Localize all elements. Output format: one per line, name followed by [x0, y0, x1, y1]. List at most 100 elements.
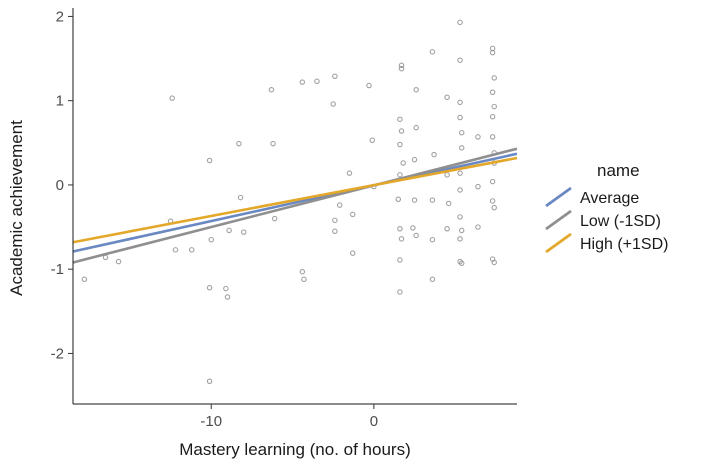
data-point [206, 378, 213, 385]
legend-label: Low (-1SD) [580, 213, 661, 230]
y-axis-title: Academic achievement [7, 120, 26, 296]
data-point [429, 236, 436, 243]
data-point [475, 134, 481, 140]
data-point [491, 259, 497, 266]
data-point [457, 236, 463, 242]
data-point [206, 157, 213, 164]
data-point [458, 260, 465, 267]
data-point [491, 75, 497, 81]
data-point [489, 89, 496, 96]
data-point [398, 128, 405, 134]
data-point [81, 276, 88, 283]
data-point [332, 228, 338, 235]
data-point [413, 232, 419, 239]
legend-key [545, 209, 572, 231]
legend-label: High (+1SD) [580, 236, 668, 253]
x-tick-label: -10 [200, 413, 222, 430]
data-point [458, 227, 465, 234]
data-point [271, 215, 278, 222]
data-point [491, 103, 497, 110]
data-point [429, 276, 436, 283]
data-point [397, 116, 403, 122]
legend-key [545, 232, 572, 254]
data-point [332, 73, 338, 79]
legend-title: name [597, 161, 640, 180]
data-point [457, 170, 463, 176]
data-point [314, 78, 320, 85]
data-point [366, 82, 372, 89]
data-point [172, 247, 179, 253]
scatter-points [81, 19, 497, 385]
data-point [397, 289, 403, 295]
data-point [169, 95, 175, 101]
data-point [491, 204, 497, 211]
data-point [445, 200, 452, 207]
data-point [236, 140, 242, 147]
data-point [226, 227, 232, 234]
data-point [223, 285, 229, 292]
data-point [410, 225, 416, 231]
data-point [429, 197, 436, 203]
data-point [457, 187, 463, 193]
axes [72, 8, 517, 405]
y-tick-label: 0 [56, 177, 64, 194]
data-point [398, 62, 405, 69]
regression-line-average [72, 152, 518, 253]
data-point [346, 170, 353, 176]
data-point [208, 236, 214, 243]
data-point [489, 198, 496, 204]
data-point [411, 197, 418, 203]
data-point [475, 224, 481, 230]
regression-line-high-1sd [72, 156, 518, 244]
data-point [489, 178, 496, 185]
data-point [444, 225, 450, 232]
y-tick-label: 2 [56, 8, 64, 25]
data-point [431, 151, 437, 158]
y-tick-label: -1 [51, 261, 64, 278]
data-point [270, 140, 276, 147]
data-point [400, 160, 406, 166]
data-point [299, 268, 306, 275]
data-point [237, 194, 244, 201]
data-point [395, 196, 402, 203]
data-point [457, 19, 463, 26]
x-tick-label: 0 [370, 413, 378, 430]
data-point [397, 257, 403, 263]
data-point [188, 247, 195, 253]
legend: name Average Low (-1SD) High (+1SD) [545, 161, 668, 254]
data-point [115, 258, 122, 265]
data-point [397, 141, 403, 148]
data-point [332, 217, 338, 224]
data-point [349, 250, 356, 256]
data-point [397, 172, 403, 178]
data-point [411, 156, 418, 163]
data-point [458, 145, 465, 151]
data-point [489, 134, 496, 140]
data-point [369, 137, 376, 144]
data-point [398, 65, 405, 72]
legend-label: Average [580, 190, 639, 207]
data-point [224, 294, 231, 300]
data-point [336, 202, 343, 208]
data-point [457, 114, 463, 121]
data-point [301, 276, 307, 283]
data-point [444, 172, 450, 178]
y-tick-label: 1 [56, 93, 64, 110]
legend-key [545, 186, 572, 208]
data-point [475, 183, 481, 190]
data-point [241, 229, 247, 235]
data-point [458, 129, 465, 136]
x-axis-title: Mastery learning (no. of hours) [179, 440, 411, 459]
data-point [349, 211, 356, 218]
data-point [330, 101, 336, 107]
data-point [102, 254, 109, 261]
data-point [457, 57, 463, 63]
data-point [398, 236, 405, 242]
data-point [413, 86, 419, 93]
data-point [429, 49, 436, 55]
data-point [457, 99, 463, 106]
data-point [299, 79, 306, 85]
data-point [457, 214, 463, 220]
data-point [206, 284, 213, 291]
